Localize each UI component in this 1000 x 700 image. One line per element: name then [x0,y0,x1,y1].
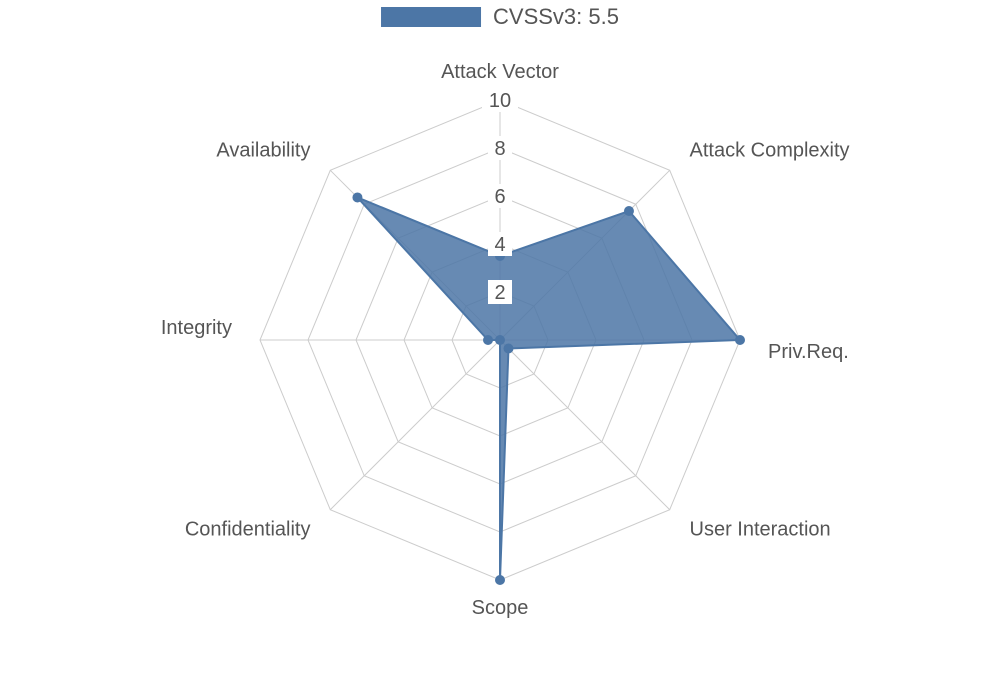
tick-label: 2 [494,282,505,304]
category-label: Integrity [161,317,232,339]
category-label: Attack Complexity [690,139,850,161]
category-label: Availability [216,139,310,161]
tick-label: 8 [494,138,505,160]
grid-spoke [500,340,670,510]
series-point [503,343,513,353]
series-point [483,335,493,345]
series-point [352,192,362,202]
radar-svg: 2 4 6 8 10 Attack Vector Attack Complexity Priv… [0,0,1000,700]
category-label: User Interaction [690,519,831,541]
category-label: Scope [472,597,529,619]
series-point [624,206,634,216]
tick-label: 4 [494,234,505,256]
category-label: Priv.Req. [768,341,849,363]
category-label: Confidentiality [185,519,311,541]
tick-label: 6 [494,186,505,208]
tick-label: 10 [489,90,511,112]
series-point [495,335,505,345]
series-point [735,335,745,345]
category-label: Attack Vector [441,61,559,83]
grid-spoke [330,340,500,510]
radar-chart-container: CVSSv3: 5.5 246810Attack VectorAttack Co… [0,0,1000,700]
series-point [495,575,505,585]
